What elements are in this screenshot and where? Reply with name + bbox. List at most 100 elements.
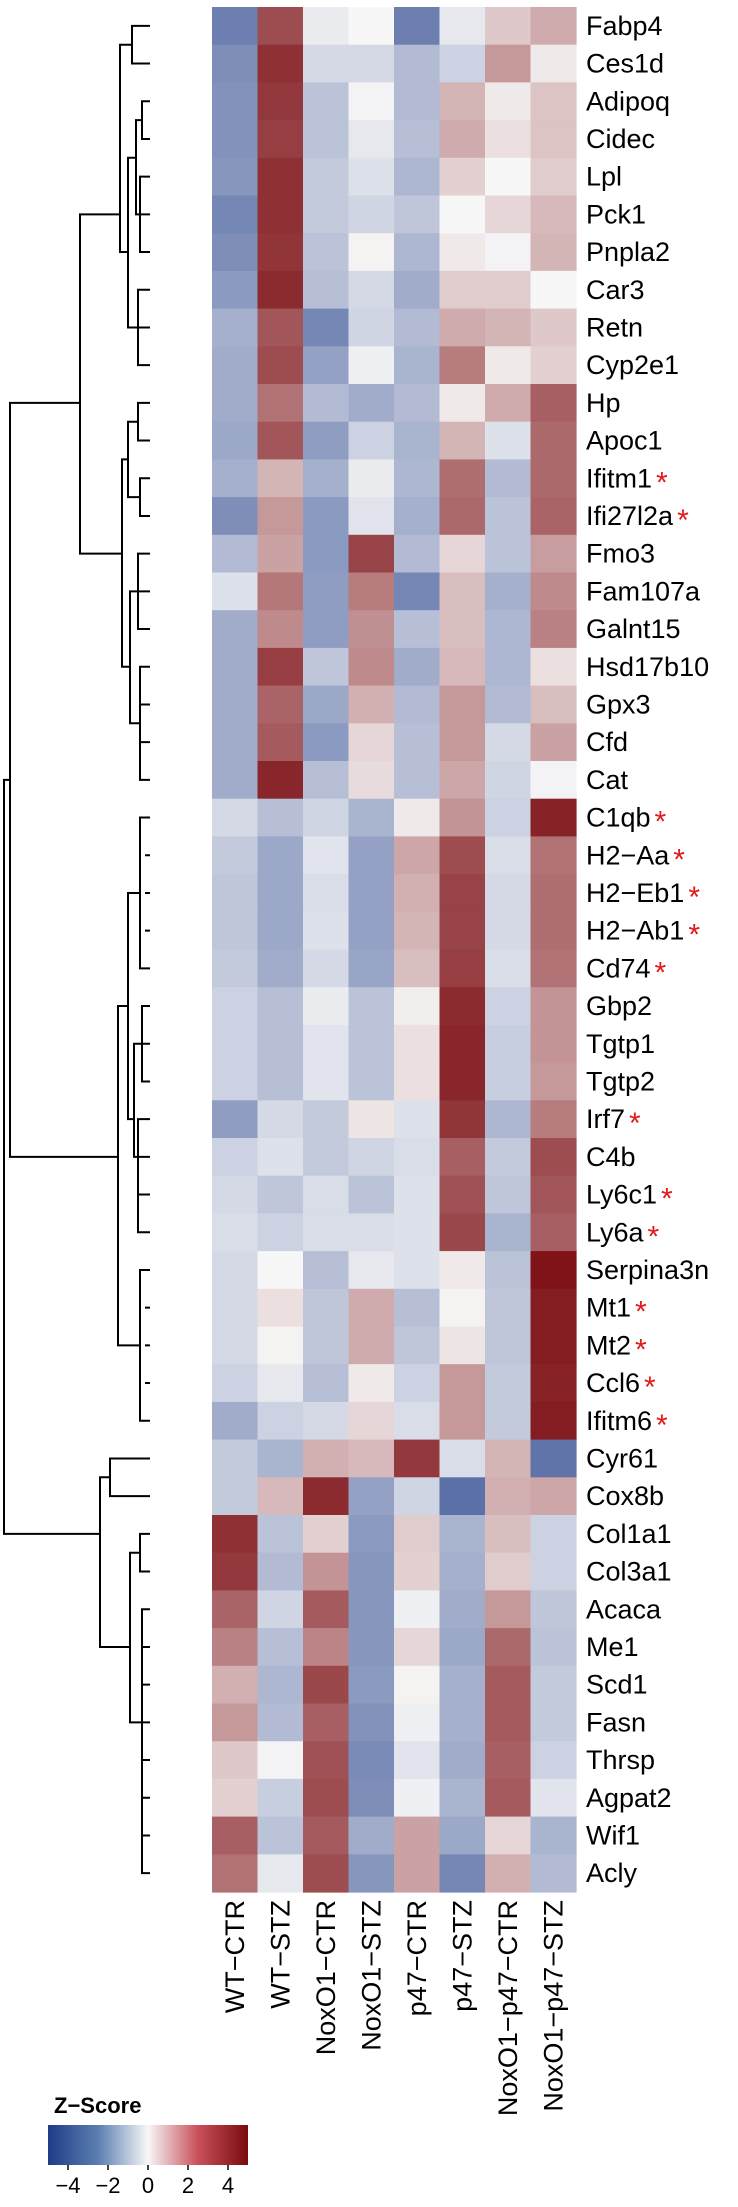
heatmap-cell xyxy=(439,798,486,837)
significance-marker: * xyxy=(635,1296,647,1329)
dendrogram-branch xyxy=(139,1268,150,1422)
heatmap-cell xyxy=(439,610,486,649)
heatmap-cell xyxy=(257,1628,304,1667)
heatmap-cell xyxy=(348,308,395,347)
heatmap-cell xyxy=(257,1213,304,1252)
row-label: Cyr61 xyxy=(586,1443,658,1473)
heatmap-cell xyxy=(212,610,259,649)
heatmap-cell xyxy=(212,1552,259,1591)
heatmap-cell xyxy=(257,1665,304,1705)
heatmap-cell xyxy=(212,1816,259,1855)
heatmap-cell xyxy=(439,1477,486,1516)
heatmap-cell xyxy=(394,195,441,234)
row-label: Pck1 xyxy=(586,199,646,229)
heatmap-cell xyxy=(348,1288,395,1328)
heatmap-cell xyxy=(303,233,350,272)
heatmap-cell xyxy=(530,120,577,159)
heatmap-cell xyxy=(485,421,532,460)
heatmap-cell xyxy=(348,1552,395,1591)
dendrogram-branch xyxy=(135,119,142,216)
legend-tick-label: −4 xyxy=(55,2173,80,2198)
heatmap-cell xyxy=(394,82,441,121)
row-label: Serpina3n xyxy=(586,1255,709,1285)
heatmap-cell xyxy=(257,1778,304,1818)
heatmap-cell xyxy=(530,421,577,460)
heatmap-cell xyxy=(530,685,577,724)
heatmap-cell xyxy=(530,534,577,574)
heatmap-cell xyxy=(530,1741,577,1780)
heatmap-cell xyxy=(485,647,532,687)
heatmap-cell xyxy=(439,1175,486,1214)
heatmap-cell xyxy=(530,44,577,83)
row-label: Pnpla2 xyxy=(586,237,670,267)
heatmap-cell xyxy=(530,911,577,951)
heatmap-cell xyxy=(348,1062,395,1101)
heatmap-cell xyxy=(212,1364,259,1403)
heatmap-cell xyxy=(485,1590,532,1629)
heatmap-cell xyxy=(257,1364,304,1403)
heatmap-cell xyxy=(348,1816,395,1855)
heatmap-cell xyxy=(212,987,259,1026)
heatmap-cell xyxy=(485,798,532,837)
heatmap-cell xyxy=(303,1251,350,1290)
significance-marker: * xyxy=(648,1220,660,1253)
heatmap-cell xyxy=(394,572,441,611)
heatmap-cell xyxy=(439,1741,486,1780)
heatmap-cell xyxy=(257,270,304,310)
heatmap-cell xyxy=(394,1741,441,1780)
column-label: NoxO1−p47−STZ xyxy=(538,1900,568,2112)
heatmap-cell xyxy=(394,1288,441,1328)
heatmap-cell xyxy=(394,761,441,800)
column-label: p47−CTR xyxy=(402,1900,432,2016)
heatmap-cell xyxy=(212,1439,259,1478)
heatmap-cell xyxy=(394,233,441,272)
dendrogram-branch xyxy=(137,288,150,367)
heatmap-cell xyxy=(394,1515,441,1554)
heatmap-cell xyxy=(303,82,350,121)
significance-marker: * xyxy=(629,1107,641,1140)
heatmap-cell xyxy=(212,308,259,347)
heatmap-cell xyxy=(212,798,259,837)
heatmap-cell xyxy=(348,1628,395,1667)
heatmap-cell xyxy=(439,723,486,762)
heatmap-cell xyxy=(394,1251,441,1290)
row-label: Hp xyxy=(586,388,621,418)
heatmap-cell xyxy=(439,44,486,83)
heatmap-cell xyxy=(485,1213,532,1252)
heatmap-cell xyxy=(394,949,441,988)
heatmap-cell xyxy=(439,685,486,724)
heatmap-cell xyxy=(394,1326,441,1365)
heatmap-cell xyxy=(257,1477,304,1516)
heatmap-cell xyxy=(348,572,395,611)
heatmap-cell xyxy=(485,1062,532,1101)
dendrogram-branch xyxy=(139,1532,150,1573)
heatmap-cell xyxy=(394,1138,441,1177)
heatmap-cell xyxy=(439,572,486,611)
heatmap-cell xyxy=(348,497,395,536)
heatmap-cell xyxy=(530,987,577,1026)
heatmap-cell xyxy=(257,1024,304,1064)
row-label: Col1a1 xyxy=(586,1519,672,1549)
heatmap-cell xyxy=(485,1741,532,1780)
heatmap-cell xyxy=(348,44,395,83)
heatmap-cell xyxy=(212,874,259,913)
heatmap-cell xyxy=(303,421,350,460)
significance-marker: * xyxy=(677,504,689,537)
heatmap-cell xyxy=(303,685,350,724)
heatmap-cell xyxy=(394,874,441,913)
heatmap-cell xyxy=(348,836,395,875)
heatmap-cell xyxy=(257,1175,304,1214)
heatmap-cell xyxy=(394,308,441,347)
column-label: NoxO1−p47−CTR xyxy=(493,1900,523,2116)
heatmap-cell xyxy=(303,1778,350,1818)
heatmap-cell xyxy=(212,761,259,800)
heatmap-cell xyxy=(212,1401,259,1441)
heatmap-cell xyxy=(348,874,395,913)
row-label: Cyp2e1 xyxy=(586,350,679,380)
row-label: Ly6c1 xyxy=(586,1180,657,1210)
heatmap-cell xyxy=(485,497,532,536)
heatmap-cell xyxy=(257,761,304,800)
dendrogram-branch xyxy=(129,1551,142,1724)
heatmap-cell xyxy=(530,1062,577,1101)
heatmap-cell xyxy=(530,384,577,423)
